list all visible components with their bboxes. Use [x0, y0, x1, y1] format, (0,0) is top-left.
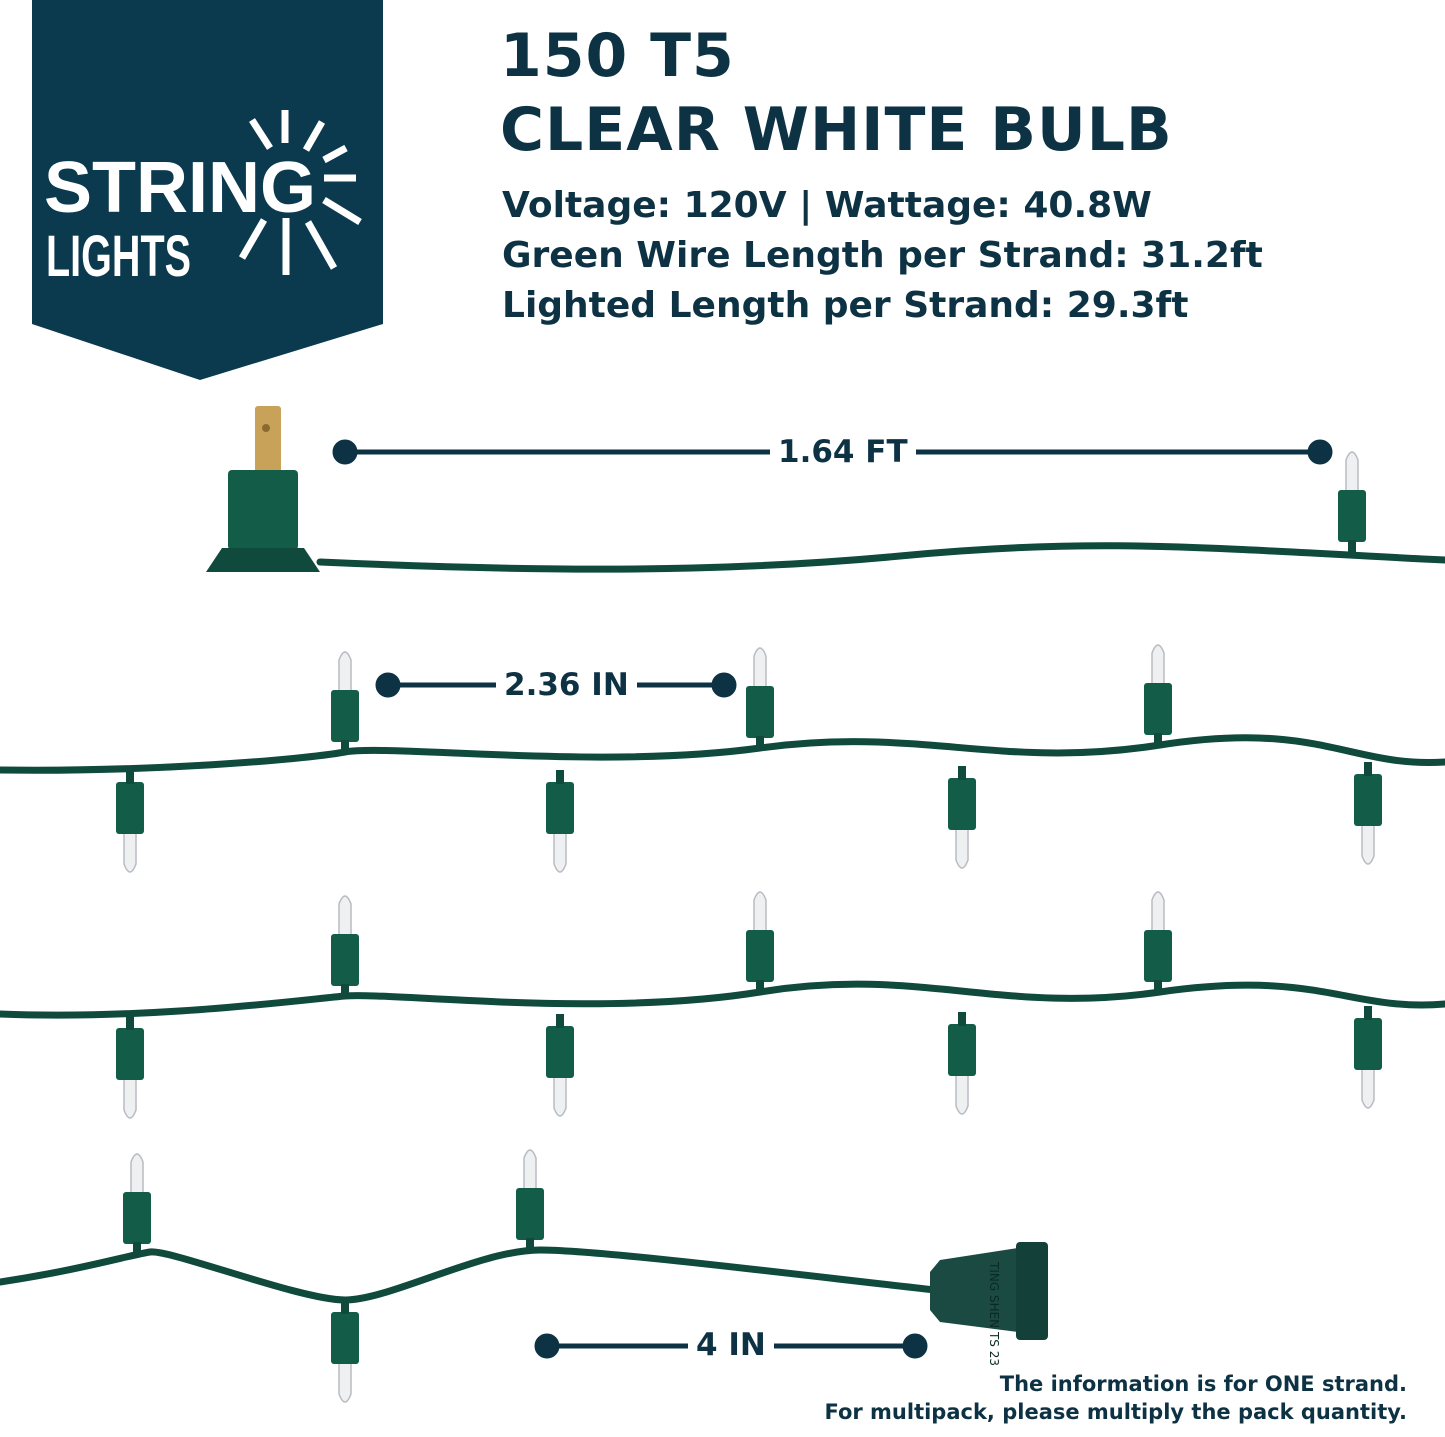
bulb — [116, 770, 144, 873]
dimension-endpoint — [902, 1333, 928, 1359]
bulb — [123, 1153, 151, 1256]
dimension-label-plug: 1.64 FT — [770, 437, 916, 468]
product-title-type: CLEAR WHITE BULB — [500, 95, 1173, 165]
bulb — [331, 895, 359, 998]
bulb — [746, 891, 774, 994]
bulb — [746, 647, 774, 750]
bulb — [116, 1016, 144, 1119]
bulb — [1144, 891, 1172, 994]
bulb — [1144, 644, 1172, 747]
bulb — [1354, 1006, 1382, 1109]
dimension-endpoint — [711, 672, 737, 698]
spec-lighted-length: Lighted Length per Strand: 29.3ft — [502, 285, 1189, 326]
bulb — [331, 1300, 359, 1403]
spec-wire-length: Green Wire Length per Strand: 31.2ft — [502, 235, 1263, 276]
socket-imprint: TING SHEN TS 23 — [987, 1261, 1001, 1366]
footnote-line1: The information is for ONE strand. — [999, 1372, 1407, 1396]
dimension-endpoint — [332, 439, 358, 465]
plug — [206, 406, 320, 572]
bulb — [948, 1012, 976, 1115]
bulb — [1338, 451, 1366, 554]
wire-strand-3 — [0, 980, 1445, 1019]
logo-text-lights: LIGHTS — [46, 224, 191, 289]
bulb — [948, 766, 976, 869]
product-title-count: 150 T5 — [500, 21, 735, 91]
dimension-endpoint — [1307, 439, 1333, 465]
wire-strand-2 — [0, 734, 1445, 774]
end-connector: TING SHEN TS 23 — [930, 1242, 1048, 1366]
plug-prong — [255, 406, 281, 476]
bulb — [331, 651, 359, 754]
wire-strand-1 — [316, 542, 1445, 573]
footnote-line2: For multipack, please multiply the pack … — [824, 1400, 1407, 1424]
dimension-label-end: 4 IN — [688, 1330, 774, 1361]
dimension-endpoint — [534, 1333, 560, 1359]
sunburst-icon — [238, 110, 362, 275]
dimension-endpoint — [375, 672, 401, 698]
bulb — [1354, 762, 1382, 865]
bulb — [546, 1014, 574, 1117]
string-lights-logo: STRING LIGHTS — [32, 0, 383, 380]
dimension-label-spacing: 2.36 IN — [496, 670, 637, 701]
bulb — [516, 1149, 544, 1252]
bulb — [546, 770, 574, 873]
logo-text-string: STRING — [44, 148, 316, 228]
spec-voltage-wattage: Voltage: 120V | Wattage: 40.8W — [502, 185, 1152, 226]
wire-strand-4 — [0, 1246, 939, 1304]
